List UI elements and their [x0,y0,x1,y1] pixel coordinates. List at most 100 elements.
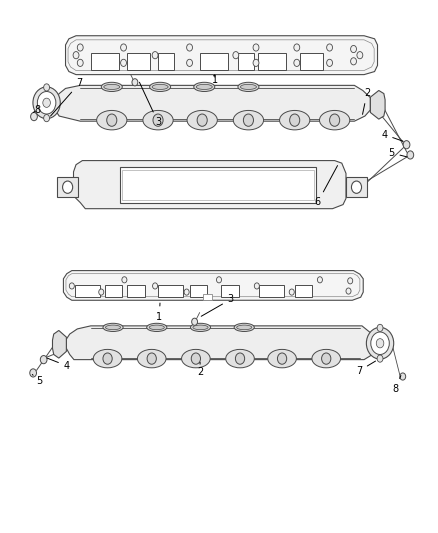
Ellipse shape [187,110,217,130]
Circle shape [294,59,300,67]
Bar [127,53,151,69]
Bar [300,53,323,69]
Circle shape [321,353,331,364]
Ellipse shape [106,325,120,330]
Circle shape [329,114,340,126]
Ellipse shape [191,324,211,332]
Bar [221,285,239,297]
Ellipse shape [143,110,173,130]
Text: 6: 6 [315,166,338,207]
Bar [200,53,228,69]
Ellipse shape [366,327,394,359]
Polygon shape [74,160,346,209]
Circle shape [44,84,49,91]
Circle shape [351,181,361,193]
Circle shape [346,288,351,294]
Text: 7: 7 [50,78,82,116]
Bar [190,285,207,297]
Bar [105,285,122,297]
Circle shape [290,114,300,126]
Bar [75,285,99,297]
Ellipse shape [104,84,120,90]
Ellipse shape [238,82,259,92]
Circle shape [40,356,47,364]
Circle shape [120,59,127,67]
Ellipse shape [101,82,122,92]
Circle shape [30,369,36,377]
Ellipse shape [33,87,60,119]
Text: 8: 8 [392,376,401,394]
Ellipse shape [97,110,127,130]
Circle shape [254,283,259,289]
Circle shape [277,353,287,364]
Circle shape [197,114,207,126]
Ellipse shape [233,110,264,130]
Ellipse shape [268,350,297,368]
Ellipse shape [196,84,212,90]
Polygon shape [64,271,363,300]
Bar [203,294,212,300]
Polygon shape [371,91,385,119]
Text: 7: 7 [356,361,375,376]
Circle shape [122,277,127,283]
Text: 3: 3 [139,82,161,127]
Ellipse shape [376,338,384,348]
Polygon shape [53,330,67,358]
Ellipse shape [237,325,252,330]
Bar [57,177,78,197]
Ellipse shape [234,324,254,332]
Polygon shape [67,326,378,360]
Circle shape [132,79,138,86]
Circle shape [99,289,104,295]
Polygon shape [55,85,371,121]
Circle shape [120,44,127,51]
Text: 1: 1 [212,75,218,85]
Ellipse shape [138,350,166,368]
Circle shape [152,52,158,59]
Text: 4: 4 [47,358,70,371]
Circle shape [350,58,357,65]
Ellipse shape [371,332,389,354]
Text: 1: 1 [156,303,162,321]
Circle shape [216,277,222,283]
Ellipse shape [279,110,310,130]
Circle shape [192,318,198,325]
Ellipse shape [312,350,340,368]
Bar [127,285,145,297]
Bar [295,285,312,297]
Circle shape [152,283,158,289]
Circle shape [31,112,37,120]
Circle shape [147,353,156,364]
Circle shape [407,151,413,159]
Ellipse shape [193,325,208,330]
Circle shape [294,44,300,51]
Ellipse shape [93,350,122,368]
Circle shape [103,353,112,364]
Bar [238,53,254,69]
Polygon shape [66,36,378,75]
Circle shape [327,44,332,51]
Ellipse shape [43,98,50,107]
Circle shape [77,59,83,67]
Circle shape [69,283,74,289]
Circle shape [289,289,294,295]
Circle shape [235,353,245,364]
Text: 5: 5 [388,148,407,158]
Bar [91,53,119,69]
Circle shape [403,141,410,149]
Bar [122,170,314,200]
Circle shape [318,277,322,283]
Ellipse shape [149,325,164,330]
Circle shape [377,324,383,332]
Circle shape [77,44,83,51]
Circle shape [107,114,117,126]
Circle shape [357,52,363,59]
Bar [120,167,316,203]
Circle shape [348,278,353,284]
Circle shape [153,114,163,126]
Ellipse shape [240,84,256,90]
Text: 4: 4 [381,130,403,141]
Text: 2: 2 [363,88,370,115]
Circle shape [63,181,73,193]
Circle shape [327,59,332,67]
